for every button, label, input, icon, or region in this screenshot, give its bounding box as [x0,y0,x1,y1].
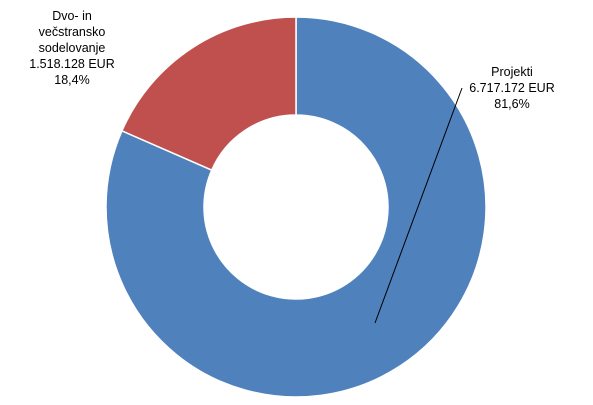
donut-slice [105,16,487,398]
label-percent: 18,4% [54,73,90,87]
label-value: 6.717.172 EUR [469,81,555,95]
label-category: Dvo- in večstransko sodelovanje [38,9,106,55]
label-category: Projekti [491,65,533,79]
data-label: Projekti 6.717.172 EUR 81,6% [462,64,562,112]
label-percent: 81,6% [494,97,530,111]
label-value: 1.518.128 EUR [29,57,115,71]
data-label: Dvo- in večstransko sodelovanje 1.518.128… [26,8,118,88]
donut-slice [120,16,297,172]
leader-line [374,87,463,324]
